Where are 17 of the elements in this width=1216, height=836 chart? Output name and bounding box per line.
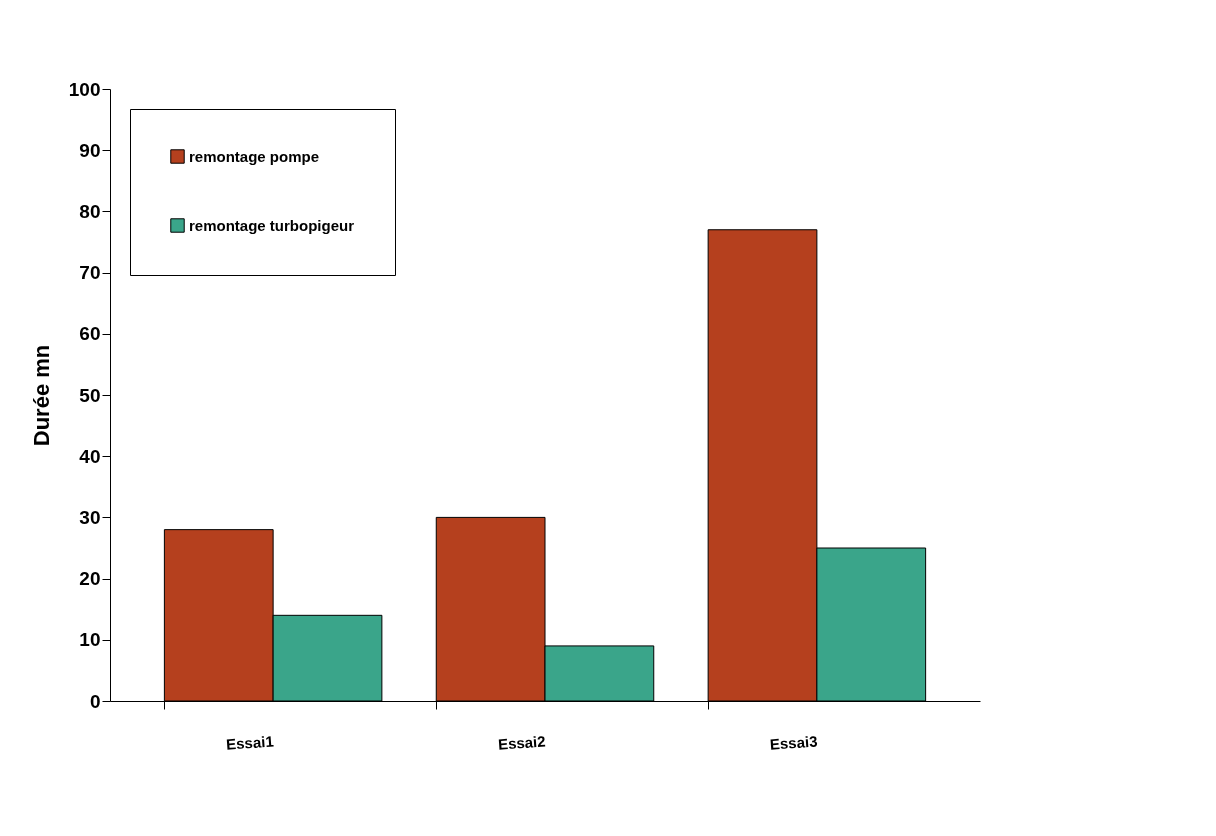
y-tick-label: 50 — [79, 384, 101, 406]
y-tick-label: 60 — [79, 323, 101, 345]
legend-label: remontage pompe — [189, 147, 320, 165]
y-tick-label: 70 — [79, 262, 101, 284]
x-tick-label: Essai3 — [769, 732, 818, 753]
y-tick-label: 100 — [68, 78, 101, 100]
y-tick-label: 40 — [79, 445, 101, 467]
x-tick-label: Essai1 — [225, 732, 275, 753]
y-tick-label: 30 — [79, 506, 101, 528]
y-tick-label: 90 — [79, 139, 101, 161]
y-tick-label: 10 — [79, 629, 101, 651]
y-tick-label: 20 — [79, 568, 101, 590]
x-tick-label: Essai2 — [497, 732, 547, 753]
y-tick-label: 80 — [79, 200, 101, 222]
y-tick-label: 0 — [89, 690, 101, 712]
y-axis-title: Durée mn — [28, 344, 54, 447]
legend-label: remontage turbopigeur — [189, 216, 355, 234]
